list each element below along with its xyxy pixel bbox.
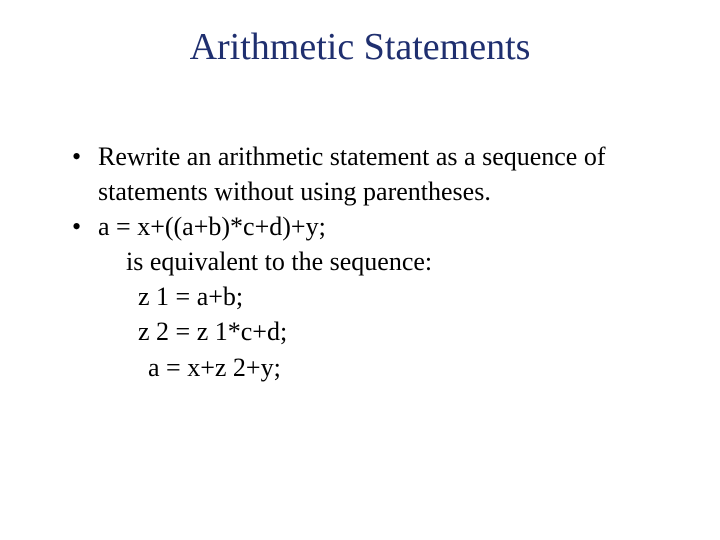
bullet-item: a = x+((a+b)*c+d)+y; is equivalent to th… <box>70 209 650 384</box>
slide-title: Arithmetic Statements <box>70 25 650 69</box>
bullet-item: Rewrite an arithmetic statement as a seq… <box>70 139 650 209</box>
bullet-subline: z 2 = z 1*c+d; <box>98 314 650 349</box>
bullet-subline: z 1 = a+b; <box>98 279 650 314</box>
bullet-text: Rewrite an arithmetic statement as a seq… <box>98 142 606 206</box>
bullet-subline: is equivalent to the sequence: <box>98 244 650 279</box>
bullet-subline: a = x+z 2+y; <box>98 350 650 385</box>
bullet-text: a = x+((a+b)*c+d)+y; <box>98 212 326 241</box>
slide-body: Rewrite an arithmetic statement as a seq… <box>70 139 650 385</box>
slide: Arithmetic Statements Rewrite an arithme… <box>0 0 720 540</box>
bullet-list: Rewrite an arithmetic statement as a seq… <box>70 139 650 385</box>
